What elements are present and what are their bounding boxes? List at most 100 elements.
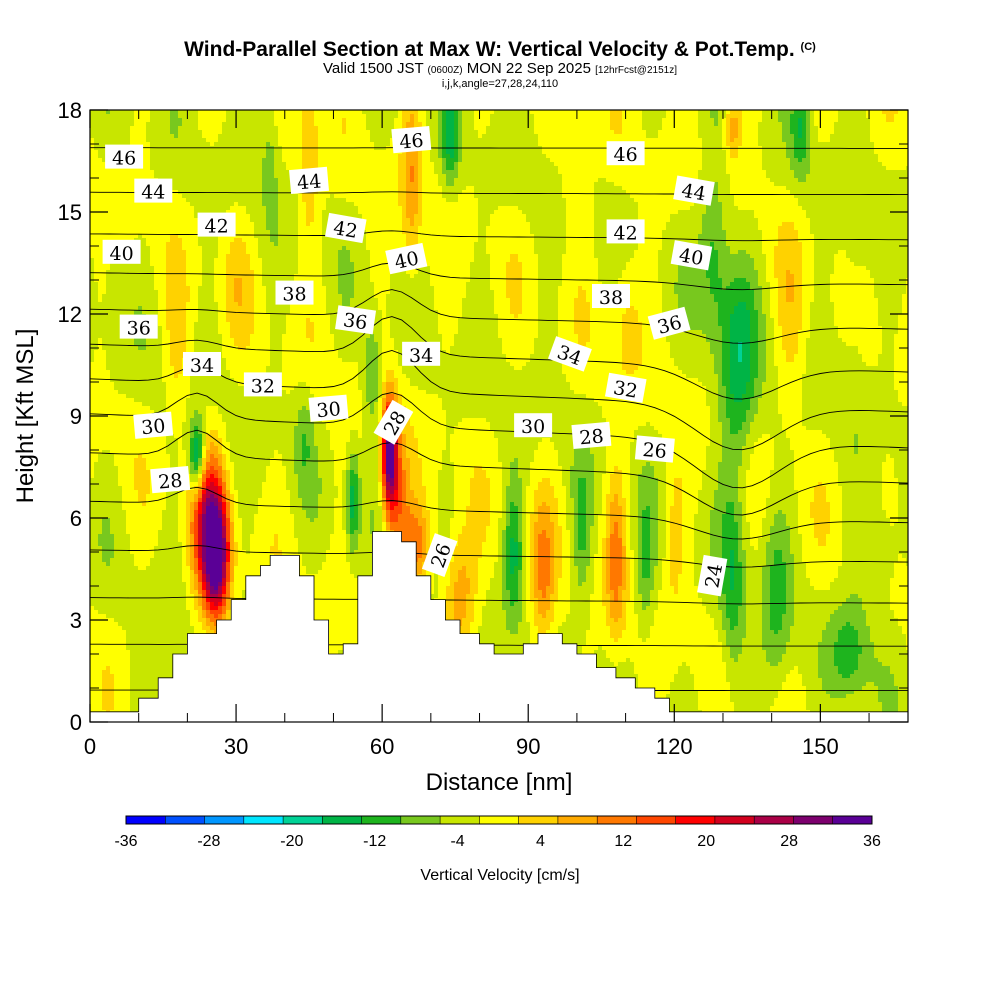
field-cell xyxy=(734,118,739,123)
field-cell xyxy=(770,202,775,207)
field-cell xyxy=(254,158,259,163)
field-cell xyxy=(726,138,731,143)
field-cell xyxy=(590,178,595,183)
field-cell xyxy=(730,110,735,115)
field-cell xyxy=(726,110,731,115)
field-cell xyxy=(394,202,399,207)
field-cell xyxy=(438,186,443,191)
field-cell xyxy=(482,130,487,135)
field-cell xyxy=(274,170,279,175)
field-cell xyxy=(362,186,367,191)
field-cell xyxy=(446,118,451,123)
field-cell xyxy=(890,118,895,123)
field-cell xyxy=(334,178,339,183)
field-cell xyxy=(790,166,795,171)
field-cell xyxy=(802,194,807,199)
field-cell xyxy=(678,138,683,143)
field-cell xyxy=(218,174,223,179)
field-cell xyxy=(278,186,283,191)
field-cell xyxy=(618,198,623,203)
field-cell xyxy=(494,130,499,135)
field-cell xyxy=(602,190,607,195)
field-cell xyxy=(110,170,115,175)
field-cell xyxy=(126,198,131,203)
field-cell xyxy=(254,134,259,139)
field-cell xyxy=(426,198,431,203)
field-cell xyxy=(158,162,163,167)
field-cell xyxy=(114,198,119,203)
field-cell xyxy=(282,110,287,115)
field-cell xyxy=(398,178,403,183)
field-cell xyxy=(786,190,791,195)
field-cell xyxy=(586,186,591,191)
field-cell xyxy=(182,186,187,191)
field-cell xyxy=(302,198,307,203)
field-cell xyxy=(770,150,775,155)
field-cell xyxy=(890,126,895,131)
field-cell xyxy=(138,114,143,119)
field-cell xyxy=(270,170,275,175)
field-cell xyxy=(370,126,375,131)
field-cell xyxy=(770,186,775,191)
field-cell xyxy=(774,162,779,167)
field-cell xyxy=(818,150,823,155)
field-cell xyxy=(422,178,427,183)
field-cell xyxy=(606,170,611,175)
field-cell xyxy=(518,198,523,203)
field-cell xyxy=(586,126,591,131)
field-cell xyxy=(426,118,431,123)
field-cell xyxy=(338,170,343,175)
field-cell xyxy=(898,130,903,135)
field-cell xyxy=(182,158,187,163)
field-cell xyxy=(138,142,143,147)
field-cell xyxy=(782,154,787,159)
field-cell xyxy=(522,134,527,139)
field-cell xyxy=(894,178,899,183)
field-cell xyxy=(658,110,663,115)
field-cell xyxy=(462,182,467,187)
field-cell xyxy=(782,150,787,155)
field-cell xyxy=(462,186,467,191)
field-cell xyxy=(442,150,447,155)
field-cell xyxy=(330,126,335,131)
field-cell xyxy=(546,202,551,207)
field-cell xyxy=(738,114,743,119)
field-cell xyxy=(870,126,875,131)
field-cell xyxy=(366,126,371,131)
field-cell xyxy=(134,174,139,179)
field-cell xyxy=(754,126,759,131)
field-cell xyxy=(454,158,459,163)
field-cell xyxy=(630,138,635,143)
field-cell xyxy=(658,138,663,143)
field-cell xyxy=(346,182,351,187)
field-cell xyxy=(902,174,907,179)
field-cell xyxy=(874,126,879,131)
field-cell xyxy=(214,150,219,155)
field-cell xyxy=(554,118,559,123)
field-cell xyxy=(258,126,263,131)
field-cell xyxy=(254,170,259,175)
field-cell xyxy=(730,178,735,183)
field-cell xyxy=(430,162,435,167)
field-cell xyxy=(826,190,831,195)
field-cell xyxy=(474,182,479,187)
field-cell xyxy=(674,158,679,163)
field-cell xyxy=(278,170,283,175)
field-cell xyxy=(602,122,607,127)
field-cell xyxy=(110,206,115,211)
field-cell xyxy=(122,126,127,131)
field-cell xyxy=(366,118,371,123)
field-cell xyxy=(330,122,335,127)
field-cell xyxy=(878,198,883,203)
field-cell xyxy=(562,182,567,187)
field-cell xyxy=(578,190,583,195)
field-cell xyxy=(650,178,655,183)
field-cell xyxy=(226,170,231,175)
field-cell xyxy=(530,166,535,171)
valid-utc: (0600Z) xyxy=(428,65,463,76)
field-cell xyxy=(670,118,675,123)
field-cell xyxy=(90,174,95,179)
field-cell xyxy=(558,130,563,135)
field-cell xyxy=(282,198,287,203)
field-cell xyxy=(198,130,203,135)
